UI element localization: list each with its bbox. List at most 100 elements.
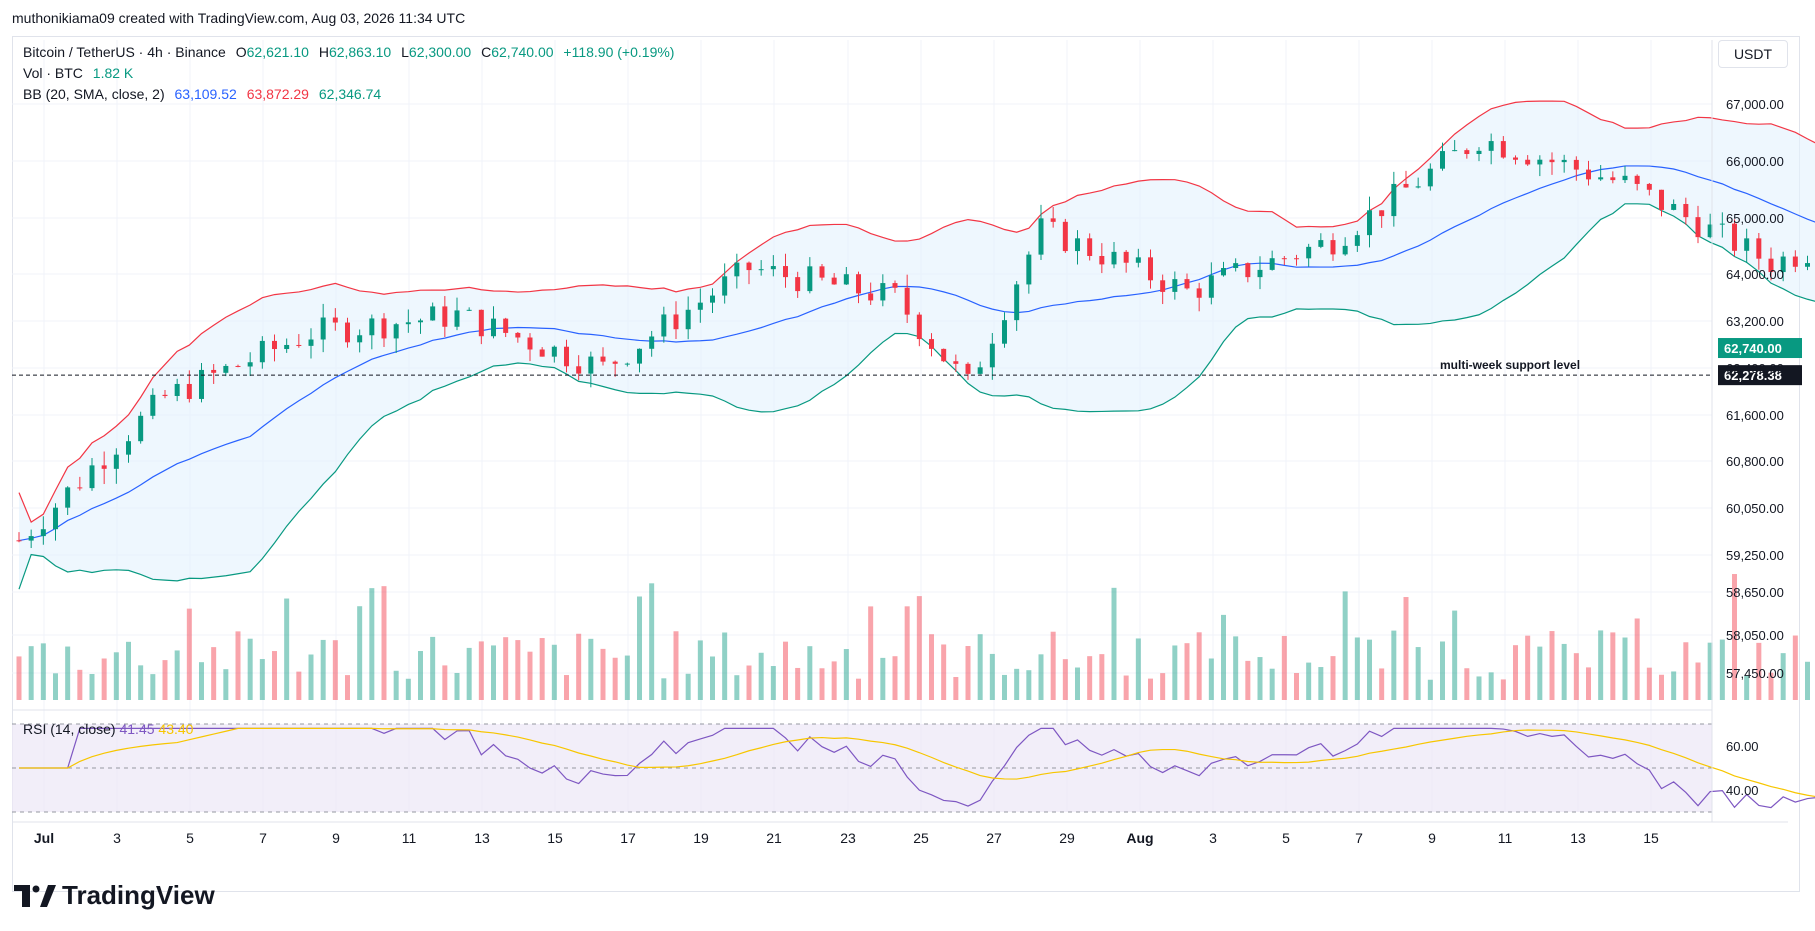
volume-bar (515, 640, 521, 700)
candle-body (478, 309, 484, 337)
bb-label[interactable]: BB (20, SMA, close, 2) (23, 86, 165, 102)
candle-body (454, 310, 460, 327)
volume-bar (892, 656, 898, 700)
symbol-name[interactable]: Bitcoin / TetherUS · 4h · Binance (23, 44, 226, 60)
time-tick-label: 5 (186, 830, 194, 846)
volume-bar (138, 665, 144, 700)
rsi-label[interactable]: RSI (14, close) (23, 721, 116, 737)
volume-bar (126, 641, 131, 700)
candle-body (272, 340, 277, 350)
volume-bar (1415, 647, 1421, 700)
price-tick-label: 63,200.00 (1726, 314, 1784, 329)
time-tick-label: 19 (693, 830, 709, 846)
candle-body (1294, 258, 1299, 260)
candle-body (1026, 254, 1032, 285)
volume-bar (1330, 656, 1336, 700)
candle-body (600, 356, 606, 362)
volume-bar (1756, 642, 1762, 700)
volume-bar (1002, 674, 1007, 700)
candle-body (1075, 238, 1080, 252)
tradingview-logo[interactable]: TradingView (14, 880, 215, 911)
volume-bar (868, 606, 874, 700)
volume-bar (1160, 673, 1166, 700)
candle-body (1586, 169, 1591, 180)
candle-body (1488, 141, 1494, 151)
volume-bar (1586, 667, 1591, 700)
volume-bar (1306, 662, 1312, 700)
volume-bar (1719, 639, 1725, 700)
support-annotation: multi-week support level (1440, 358, 1580, 372)
candle-body (1403, 183, 1409, 188)
time-tick-label: 9 (1428, 830, 1436, 846)
volume-bar (259, 659, 265, 700)
volume-bar (856, 678, 861, 700)
time-tick-label: Jul (34, 830, 54, 846)
volume-bar (1561, 643, 1567, 700)
candle-body (1111, 251, 1117, 265)
rsi-tick-label: 60.00 (1726, 739, 1759, 754)
candle-body (1610, 177, 1616, 181)
candle-body (393, 324, 399, 339)
bb-mid-value: 63,109.52 (174, 86, 237, 102)
candle-body (1427, 168, 1433, 187)
candle-body (430, 306, 436, 321)
candle-body (722, 276, 728, 296)
volume-bar (1172, 645, 1178, 700)
candle-body (710, 295, 715, 303)
candle-body (308, 339, 314, 346)
candle-body (126, 441, 131, 455)
open-value: 62,621.10 (246, 44, 309, 60)
volume-bar (1476, 676, 1482, 700)
volume-bar (1610, 632, 1616, 700)
time-tick-label: 15 (1643, 830, 1659, 846)
time-tick-label: Aug (1126, 830, 1153, 846)
volume-bar (1427, 679, 1433, 700)
high-value: 62,863.10 (328, 44, 392, 60)
price-tick-label: 60,050.00 (1726, 501, 1784, 516)
volume-bar (1403, 597, 1409, 700)
candle-body (673, 314, 679, 330)
volume-bar (442, 665, 448, 700)
volume-bar (1208, 658, 1214, 700)
candle-body (174, 383, 180, 396)
volume-bar (28, 646, 34, 700)
time-tick-label: 15 (547, 830, 563, 846)
candle-body (320, 317, 326, 340)
candle-body (1792, 256, 1798, 267)
rsi-tick-label: 40.00 (1726, 783, 1759, 798)
candle-body (880, 283, 886, 301)
support-line-group: multi-week support level 62,740.00 62,278.… (12, 338, 1802, 386)
bb-fill (19, 101, 1815, 590)
volume-bar (1659, 674, 1664, 700)
candle-body (758, 269, 764, 271)
volume-bar (345, 675, 350, 700)
candle-body (941, 348, 947, 362)
volume-bar (1695, 662, 1701, 700)
currency-button[interactable]: USDT (1718, 40, 1788, 68)
candle-body (1805, 263, 1810, 267)
candle-body (1354, 235, 1360, 246)
candle-body (1440, 151, 1445, 169)
price-tick-label: 60,800.00 (1726, 454, 1784, 469)
volume-bar (503, 637, 509, 700)
volume-bar (1099, 654, 1105, 700)
volume-bar (223, 669, 229, 700)
volume-bar (332, 640, 338, 700)
volume-bar (1732, 574, 1737, 700)
volume-bar (1500, 679, 1506, 700)
candle-body (783, 266, 788, 278)
candle-body (1659, 189, 1664, 210)
volume-bar (1525, 635, 1531, 700)
candle-body (697, 302, 703, 310)
volume-value: 1.82 K (92, 65, 134, 81)
candle-body (1233, 263, 1239, 269)
volume-label[interactable]: Vol · BTC (23, 65, 83, 81)
volume-bar (320, 639, 326, 700)
volume-bar (430, 636, 436, 700)
volume-bar (1634, 618, 1640, 700)
volume-bar (393, 670, 399, 700)
volume-bar (89, 674, 95, 700)
candle-body (1281, 258, 1287, 260)
candle-body (1634, 175, 1640, 184)
